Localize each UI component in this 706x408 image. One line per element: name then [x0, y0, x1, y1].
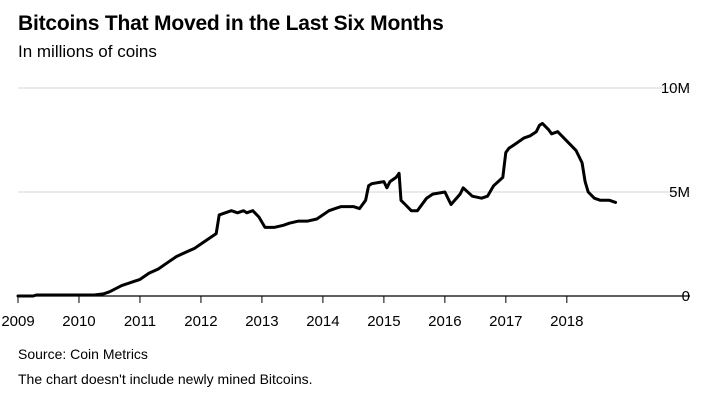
x-tick-label: 2012 [184, 313, 217, 330]
x-tick-label: 2013 [245, 313, 278, 330]
y-tick-label: 5M [669, 184, 690, 201]
chart-subtitle: In millions of coins [18, 42, 157, 61]
chart-title: Bitcoins That Moved in the Last Six Mont… [18, 12, 444, 35]
x-tick-label: 2014 [306, 313, 339, 330]
series-line [16, 121, 618, 298]
x-tick-label: 2017 [489, 313, 522, 330]
y-tick-label: 10M [661, 80, 690, 97]
x-tick-label: 2015 [367, 313, 400, 330]
x-tick-label: 2011 [124, 313, 156, 330]
x-axis: 2009 2010 2011 2012 2013 2014 2015 2016 2017 2018 [1, 296, 584, 330]
x-tick-label: 2009 [1, 313, 34, 330]
source-note: Source: Coin Metrics [18, 346, 148, 362]
grid [18, 87, 690, 297]
footnote: The chart doesn't include newly mined Bi… [18, 371, 313, 387]
x-tick-label: 2010 [62, 313, 95, 330]
y-axis: 0 5M 10M [661, 80, 690, 305]
y-tick-label: 0 [682, 288, 690, 305]
x-tick-label: 2018 [550, 313, 583, 330]
series-layer [16, 121, 618, 298]
x-tick-label: 2016 [428, 313, 461, 330]
